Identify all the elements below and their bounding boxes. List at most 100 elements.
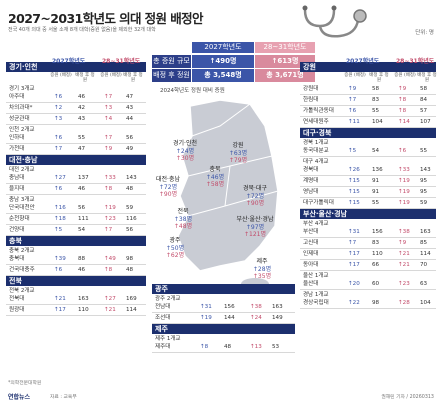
row-value: ↑23 (398, 281, 410, 287)
middle-table: 광주 광주 2개교 전남대 ↑31 156 ↑38 163 조선대 ↑19 144 ↑24 149 제주… (152, 284, 295, 353)
footnote: *의학전문대학원 (8, 381, 42, 386)
row-value: 91 (372, 178, 380, 184)
row-value: 88 (78, 256, 86, 262)
table-row: 동아대 ↑17 66 ↑21 70 (300, 260, 436, 270)
map-region-label: 강원 ↑63명 ↑79명 (218, 142, 258, 165)
row-value: ↑5 (348, 148, 357, 154)
row-value: 156 (372, 229, 383, 235)
row-name: 충남대 (9, 175, 25, 181)
table-row: 가톨릭관동대 ↑6 55 ↑8 57 (300, 106, 436, 116)
row-value: ↑38 (250, 304, 262, 310)
row-value: ↑17 (54, 307, 66, 313)
row-value: ↑3 (104, 105, 113, 111)
column-header: 배정 후 정원 (75, 73, 95, 83)
row-separator (6, 304, 146, 305)
map-region-fut: ↑48명 (173, 223, 193, 230)
row-value: ↑27 (54, 175, 66, 181)
row-value: ↑24 (250, 315, 262, 321)
row-value: ↑11 (348, 119, 360, 125)
row-separator (6, 124, 146, 125)
row-value: ↑19 (398, 200, 410, 206)
map-region-name: 광주 (169, 237, 181, 244)
row-value: ↑8 (104, 267, 113, 273)
row-name: 경북대 (303, 167, 319, 173)
row-value: 53 (272, 344, 280, 350)
row-name: 제주대 (155, 344, 171, 350)
group-label: 대전 2개교 (9, 167, 35, 173)
row-separator (6, 143, 146, 144)
row-value: 163 (420, 229, 431, 235)
row-value: ↑9 (348, 86, 357, 92)
row-value: ↑9 (398, 86, 407, 92)
row-name: 연세대원주 (303, 119, 329, 125)
row-value: ↑7 (104, 227, 113, 233)
row-value: 107 (420, 119, 431, 125)
row-name: 한림대 (303, 97, 319, 103)
row-value: 110 (78, 307, 89, 313)
map-region-fut: ↑30명 (175, 155, 195, 162)
row-value: ↑19 (200, 315, 212, 321)
map-region-fut: ↑35명 (252, 273, 272, 280)
row-value: 163 (272, 304, 283, 310)
row-value: ↑38 (398, 229, 410, 235)
group-label: 경남 1개교 (303, 292, 329, 298)
row-separator (300, 94, 436, 95)
group-label: 부산 4개교 (303, 221, 329, 227)
row-value: 47 (126, 94, 134, 100)
row-value: ↑17 (348, 251, 360, 257)
row-value: 136 (372, 167, 383, 173)
row-value: 104 (372, 119, 383, 125)
table-row: 전북대 ↑21 163 ↑27 169 (6, 294, 146, 304)
row-value: 98 (126, 256, 134, 262)
row-value: 144 (224, 315, 235, 321)
unit-label: 단위: 명 (415, 30, 434, 36)
row-name: 가천대 (9, 146, 25, 152)
map-region-label: 광주 ↑50명 ↑62명 (155, 237, 195, 260)
row-value: 163 (78, 296, 89, 302)
table-row: 가천대 ↑7 47 ↑9 49 (6, 144, 146, 154)
row-value: 55 (78, 135, 86, 141)
map-region-cur: ↑50명 (165, 244, 185, 252)
section-header: 광주 (152, 284, 295, 294)
row-name: 건양대 (9, 227, 25, 233)
group-label: 충북 2개교 (9, 248, 35, 254)
table-row: 강원대 ↑9 58 ↑9 58 (300, 84, 436, 94)
row-value: ↑16 (54, 205, 66, 211)
group-label: 광주 2개교 (155, 296, 181, 302)
table-row: 제주대 ↑8 48 ↑13 53 (152, 342, 295, 352)
table-row: 울산대 ↑20 60 ↑23 63 (300, 279, 436, 289)
row-name: 고신대 (303, 240, 319, 246)
row-value: 56 (126, 135, 134, 141)
map-region-cur: ↑46명 (205, 173, 225, 181)
row-separator (152, 312, 295, 313)
row-name: 차의과대* (9, 105, 33, 111)
row-name: 전북대 (9, 296, 25, 302)
column-header: 배정 후 정원 (123, 73, 143, 83)
row-value: 143 (420, 167, 431, 173)
table-row: 연세대원주 ↑11 104 ↑14 107 (300, 117, 436, 127)
row-value: ↑31 (200, 304, 212, 310)
row-value: ↑15 (348, 200, 360, 206)
map-region-fut: ↑58명 (205, 181, 225, 188)
row-name: 동국대분교 (303, 148, 329, 154)
group-label: 경기 3개교 (9, 86, 35, 92)
row-value: ↑6 (398, 148, 407, 154)
row-separator (300, 175, 436, 176)
row-value: ↑9 (398, 240, 407, 246)
row-name: 부산대 (303, 229, 319, 235)
row-value: 66 (372, 262, 380, 268)
map-region-name: 대전·충남 (156, 176, 180, 183)
row-separator (6, 194, 146, 195)
row-value: ↑2 (54, 105, 63, 111)
map-region-cur: ↑28명 (252, 265, 272, 273)
table-row: 순천향대 ↑18 111 ↑23 116 (6, 214, 146, 224)
row-value: ↑15 (348, 189, 360, 195)
row-value: ↑14 (398, 119, 410, 125)
korea-map (177, 99, 279, 290)
table-row: 전남대 ↑31 156 ↑38 163 (152, 302, 295, 312)
row-value: ↑19 (104, 205, 116, 211)
summary-note: 2024학년도 정원 대비 증원 (160, 88, 225, 94)
row-value: 59 (126, 205, 134, 211)
row-value: ↑21 (54, 296, 66, 302)
row-separator (6, 113, 146, 114)
